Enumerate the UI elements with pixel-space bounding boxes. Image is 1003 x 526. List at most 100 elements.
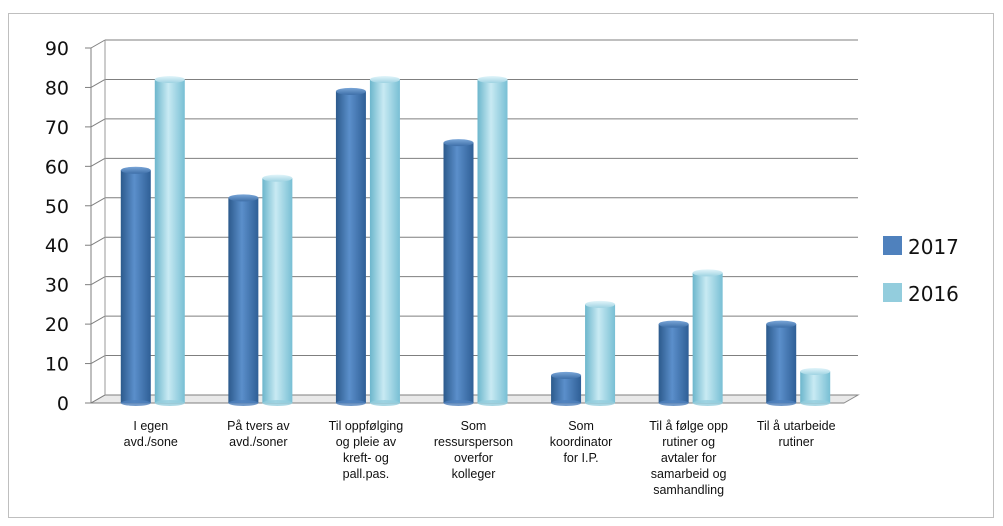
bar-bottom [658,400,689,406]
category-label-line: for I.P. [563,451,598,465]
bar-2017 [228,194,259,406]
bar-bottom [692,400,723,406]
bar-top [766,320,797,328]
y-tick-label: 90 [45,38,69,60]
category-label-line: koordinator [550,435,613,449]
category-label-line: Til å utarbeide [757,419,836,433]
category-label: Som ressursperson overfor kolleger [434,419,513,481]
y-tick-label: 30 [45,275,69,297]
gridline-depth [90,315,106,325]
category-labels: I egen avd./sone På tvers av avd./soner Til … [124,419,836,497]
category-label: På tvers av avd./soner [227,419,290,449]
category-label-line: avtaler for [661,451,717,465]
gridline-depth [90,118,106,128]
category-label-line: samhandling [653,483,724,497]
bar-front [335,91,366,403]
gridlines [89,39,860,404]
bars [120,76,831,406]
bar-top [800,367,831,375]
gridline-depth [90,79,106,88]
bar-front [443,142,474,403]
bar-front [585,304,616,403]
bar-2016 [262,174,293,406]
category-label-line: rutiner [778,435,813,449]
bar-2016 [369,76,400,406]
gridline-depth [90,355,106,364]
bar-2017 [551,371,582,406]
category-label: Som koordinator for I.P. [550,419,613,465]
gridline-depth [90,276,106,286]
y-tick-label: 80 [45,77,69,99]
bar-front [551,375,582,403]
bar-front [228,197,259,403]
category-label-line: I egen [133,419,168,433]
y-tick-labels: 0 10 20 30 40 50 60 70 80 90 [45,38,69,415]
bar-front [800,371,831,403]
bar-2016 [692,269,723,406]
bar-bottom [335,400,366,406]
category-label: I egen avd./sone [124,419,178,449]
category-label: Til oppfølging og pleie av kreft- og pall.p… [329,419,404,481]
bar-top [477,76,508,84]
bar-front [369,79,400,404]
category-label-line: overfor [454,451,493,465]
bar-top [658,320,689,328]
category-label-line: Som [461,419,487,433]
y-tick-label: 50 [45,196,69,218]
y-tick-label: 0 [57,393,69,415]
gridline-depth [90,197,106,207]
gridline-depth [90,236,106,246]
bar-bottom [262,400,293,406]
bar-top [585,300,616,308]
bar-2017 [335,87,366,406]
bar-front [154,79,185,404]
bar-top [369,76,400,84]
legend-swatch-2016 [883,283,902,302]
category-label-line: pall.pas. [343,467,390,481]
legend-label-2017: 2017 [908,235,959,259]
gridline-depth [90,394,106,404]
y-tick-label: 70 [45,117,69,139]
category-label-line: rutiner og [662,435,715,449]
bar-2016 [585,300,616,406]
bar-top [228,194,259,202]
bar-top [154,76,185,84]
category-label-line: Som [568,419,594,433]
chart-frame [8,13,994,518]
bar-bottom [766,400,797,406]
category-label: Til å følge opp rutiner og avtaler for sama… [649,419,728,497]
bar-front [262,178,293,403]
category-label-line: ressursperson [434,435,513,449]
bar-top [551,371,582,379]
y-tick-label: 10 [45,354,69,376]
category-label-line: Til oppfølging [329,419,404,433]
bar-bottom [369,400,400,406]
legend-swatch-2017 [883,236,902,255]
bar-bottom [551,400,582,406]
category-label-line: kolleger [452,467,496,481]
bar-bottom [120,400,151,406]
category-label-line: og pleie av [336,435,397,449]
bar-2016 [154,76,185,406]
category-label-line: samarbeid og [651,467,727,481]
bar-2016 [800,367,831,406]
bar-2017 [658,320,689,406]
category-label: Til å utarbeide rutiner [757,419,836,449]
bar-2017 [766,320,797,406]
y-tick-label: 60 [45,156,69,178]
category-label-line: avd./sone [124,435,178,449]
bar-front [692,272,723,403]
bar-bottom [800,400,831,406]
bar-front [766,324,797,403]
bar-top [443,139,474,147]
bar-2017 [443,139,474,406]
category-label-line: avd./soner [229,435,287,449]
bar-bottom [477,400,508,406]
bar-front [658,324,689,403]
floor [89,394,860,404]
bar-bottom [443,400,474,406]
gridline-depth [90,157,106,167]
legend: 2017 2016 [883,235,959,306]
category-label-line: kreft- og [343,451,389,465]
